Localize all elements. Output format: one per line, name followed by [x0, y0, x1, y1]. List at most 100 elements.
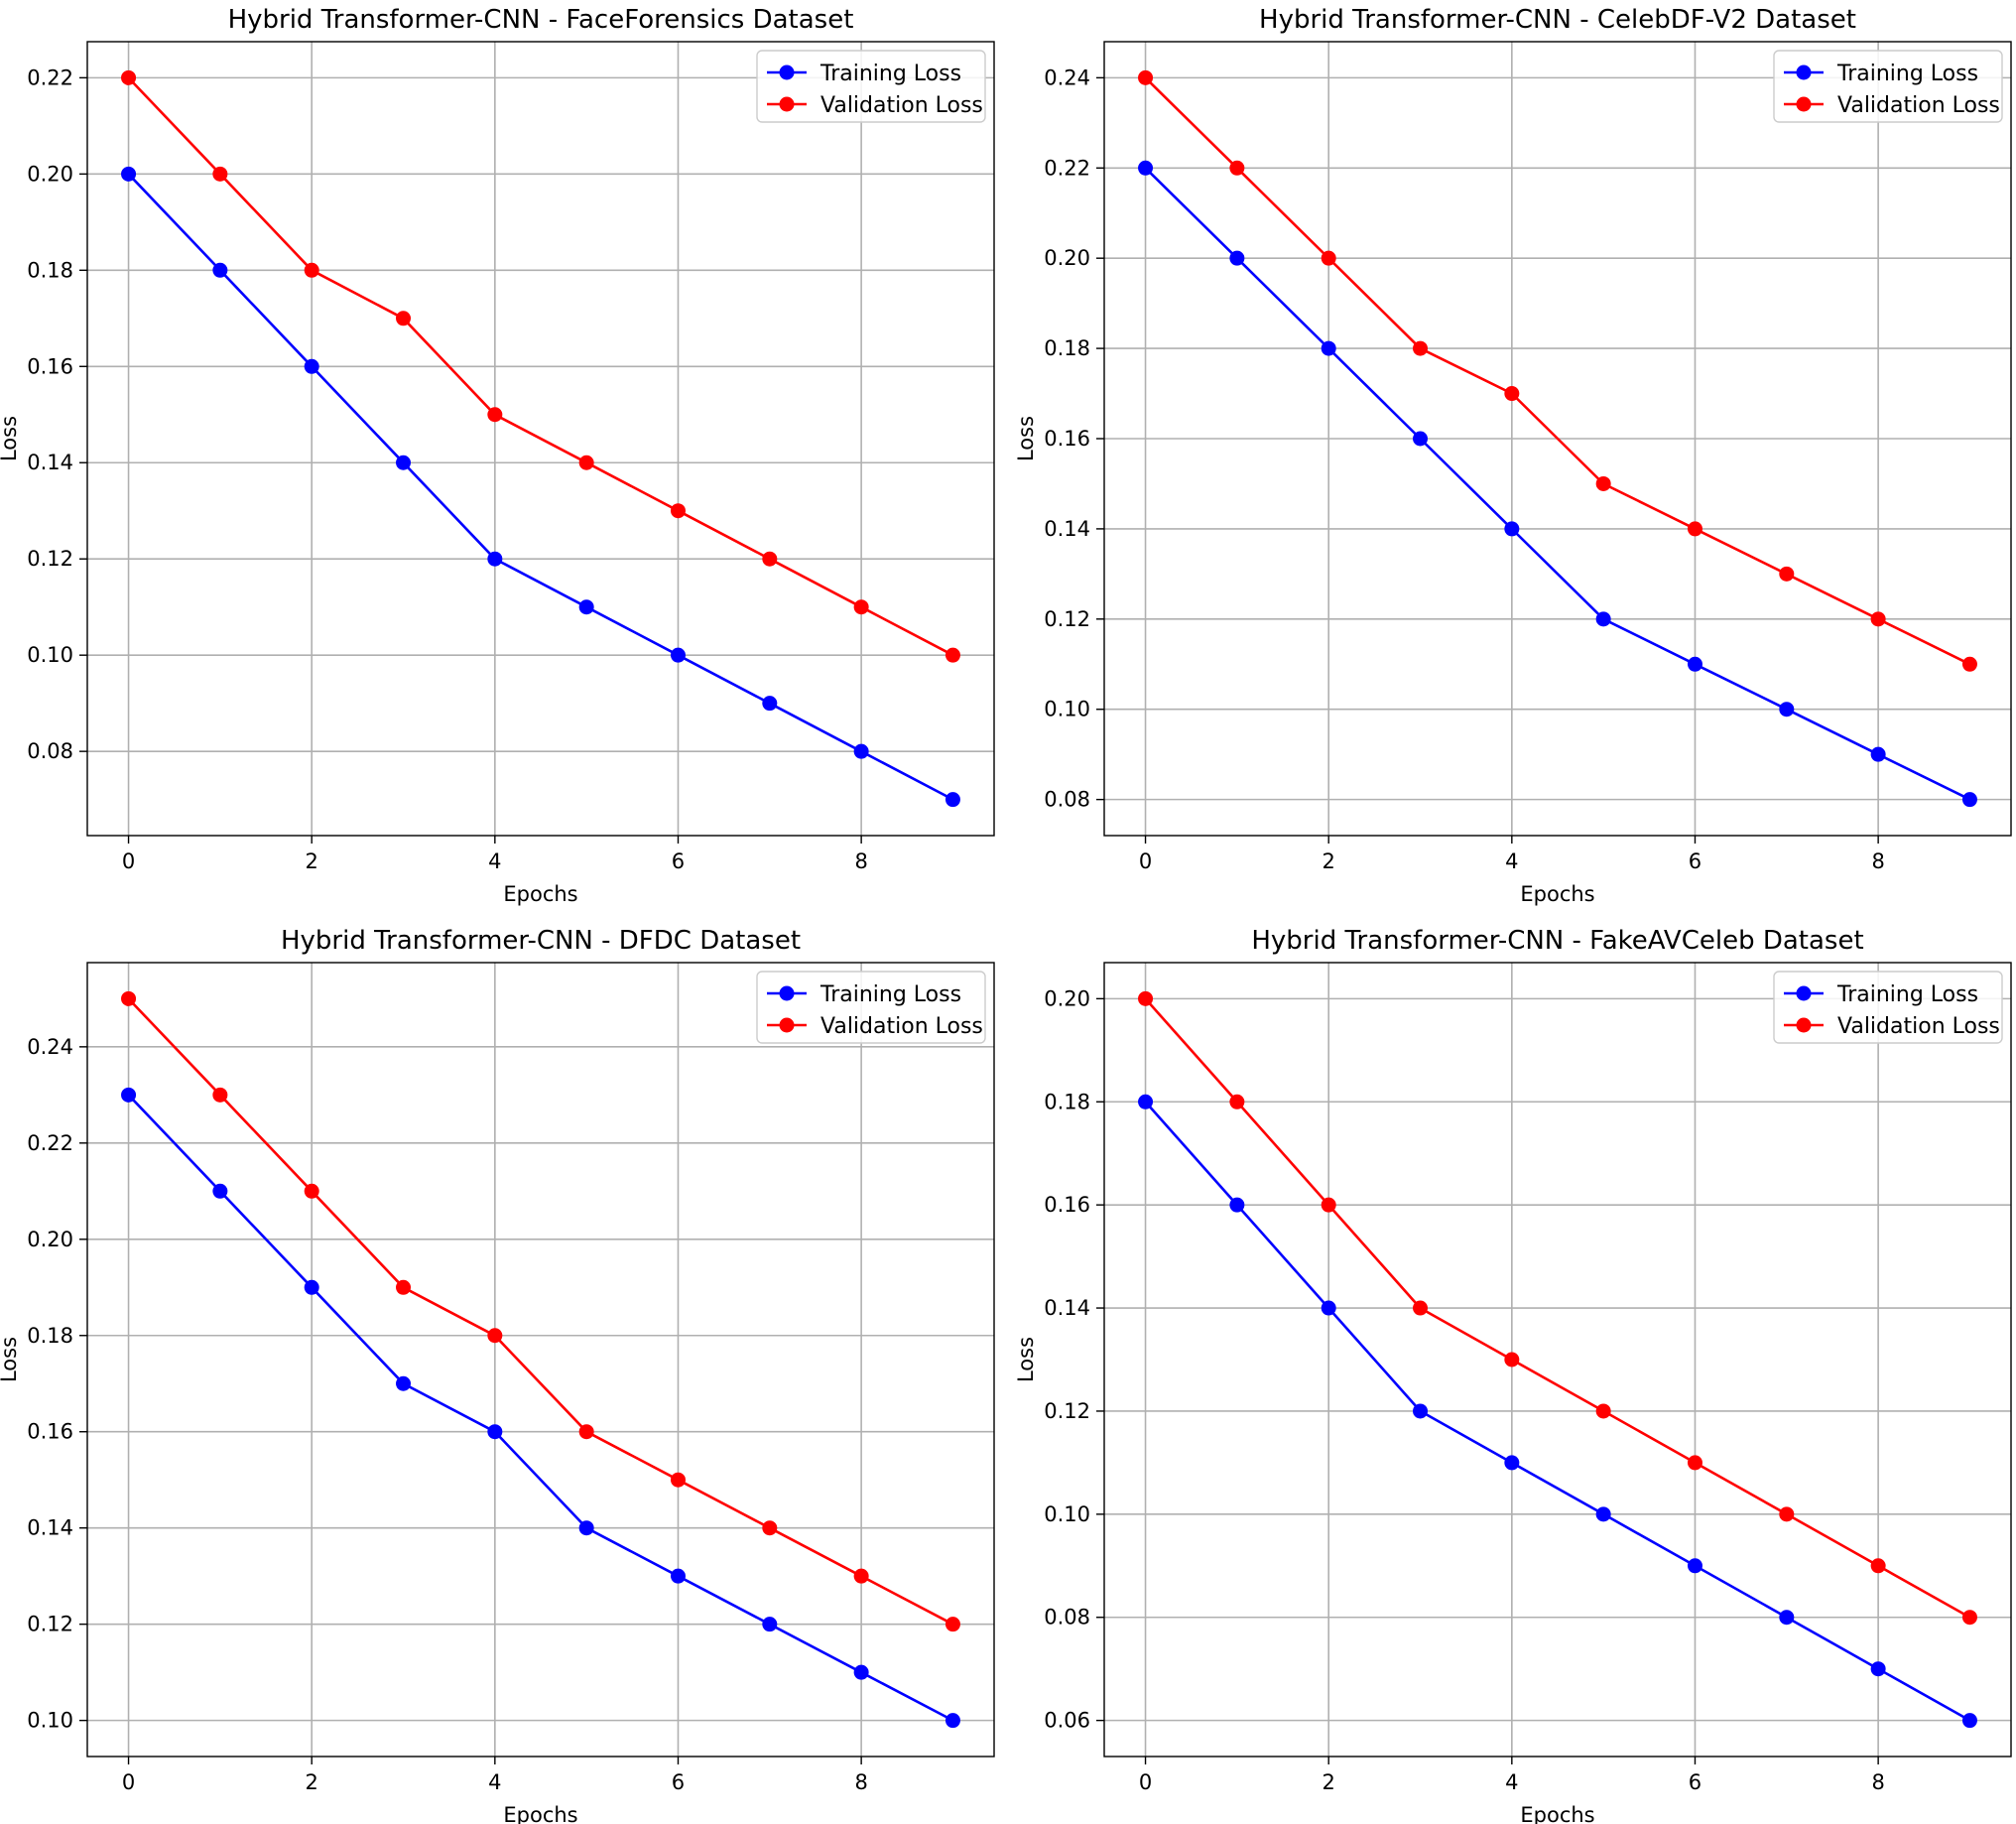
data-point — [121, 69, 137, 85]
x-axis-label: Epochs — [503, 882, 577, 906]
x-tick-label: 0 — [122, 1770, 135, 1794]
y-axis-label: Loss — [1014, 416, 1038, 461]
series-line — [1144, 997, 1971, 1619]
y-tick-label: 0.16 — [27, 1420, 73, 1444]
data-point — [762, 551, 778, 567]
y-tick-label: 0.20 — [1044, 986, 1090, 1010]
data-point — [1138, 990, 1154, 1006]
data-point — [487, 1328, 503, 1344]
x-tick-label: 8 — [854, 1770, 867, 1794]
data-point — [670, 1568, 686, 1584]
chart-title: Hybrid Transformer-CNN - DFDC Dataset — [281, 926, 801, 956]
data-point — [1138, 69, 1154, 85]
data-point — [121, 1087, 137, 1103]
data-point — [1229, 1094, 1245, 1109]
y-tick-label: 0.14 — [27, 451, 73, 474]
data-point — [121, 166, 137, 182]
data-point — [1504, 1352, 1520, 1368]
ticks: 0 2 4 6 8 0.06 0.08 0.10 0.12 0.14 0.16 0.18 0.20 — [1044, 986, 1885, 1794]
data-point — [396, 455, 412, 470]
data-point — [945, 1617, 960, 1632]
data-point — [1138, 1094, 1154, 1109]
y-axis-label: Loss — [0, 1337, 21, 1382]
data-point — [1229, 250, 1245, 266]
y-tick-label: 0.08 — [1044, 1606, 1090, 1629]
series-line — [127, 76, 954, 657]
legend-label-training: Training Loss — [1836, 982, 1978, 1007]
data-point — [1321, 340, 1336, 356]
data-point — [487, 407, 503, 423]
y-tick-label: 0.14 — [1044, 517, 1090, 541]
y-tick-label: 0.22 — [27, 1131, 73, 1155]
data-point — [1687, 1455, 1702, 1471]
legend-marker — [779, 985, 795, 1001]
grid — [87, 42, 994, 836]
data-point — [762, 696, 778, 712]
plot-frame — [1103, 962, 2012, 1758]
legend-label-training: Training Loss — [819, 982, 961, 1007]
data-point — [670, 647, 686, 663]
y-tick-label: 0.24 — [1044, 65, 1090, 89]
x-tick-label: 8 — [1871, 1770, 1884, 1794]
data-point — [396, 1375, 412, 1391]
y-tick-label: 0.22 — [1044, 156, 1090, 180]
data-point — [212, 166, 228, 182]
series-training-loss — [121, 166, 960, 808]
data-point — [1870, 1661, 1886, 1677]
plot-area — [1104, 963, 2011, 1757]
data-point — [1687, 521, 1702, 537]
data-point — [762, 1617, 778, 1632]
ticks: 0 2 4 6 8 0.10 0.12 0.14 0.16 0.18 0.20 0.22 0.24 — [27, 1035, 868, 1794]
y-tick-label: 0.08 — [1044, 788, 1090, 812]
legend-marker — [1796, 65, 1812, 80]
data-point — [1413, 1300, 1429, 1316]
series-line — [1144, 1101, 1971, 1722]
x-tick-label: 2 — [1323, 849, 1335, 873]
y-tick-label: 0.16 — [1044, 1193, 1090, 1217]
data-point — [1138, 160, 1154, 176]
data-point — [945, 792, 960, 808]
data-point — [487, 1424, 503, 1440]
ticks: 0 2 4 6 8 0.08 0.10 0.12 0.14 0.16 0.18 0.20 0.22 — [27, 65, 868, 873]
data-point — [1321, 1300, 1336, 1316]
data-point — [1870, 746, 1886, 762]
y-tick-label: 0.22 — [27, 65, 73, 89]
panel-faceforensics: 0 2 4 6 8 0.08 0.10 0.12 0.14 0.16 0.18 0.20 0.22 Hy… — [0, 5, 995, 906]
x-tick-label: 0 — [122, 849, 135, 873]
x-tick-label: 0 — [1139, 1770, 1152, 1794]
legend-label-training: Training Loss — [1836, 62, 1978, 86]
series-line — [127, 997, 954, 1626]
data-point — [578, 455, 594, 470]
legend-box — [1773, 971, 2003, 1044]
y-tick-label: 0.10 — [27, 643, 73, 667]
series-validation-loss — [121, 990, 960, 1632]
series-validation-loss — [1138, 990, 1977, 1626]
grid — [1104, 963, 2011, 1757]
y-tick-label: 0.14 — [27, 1516, 73, 1540]
legend-box — [1773, 50, 2003, 123]
data-point — [304, 1183, 319, 1199]
series-line — [127, 173, 954, 801]
x-tick-label: 6 — [1689, 849, 1701, 873]
x-tick-label: 2 — [306, 849, 318, 873]
data-point — [1870, 1558, 1886, 1574]
data-point — [212, 1183, 228, 1199]
legend-label-validation: Validation Loss — [1837, 1014, 2000, 1039]
data-point — [1595, 1506, 1611, 1522]
data-point — [578, 1520, 594, 1536]
x-tick-label: 4 — [1505, 1770, 1518, 1794]
data-point — [1595, 611, 1611, 627]
data-point — [1321, 1197, 1336, 1213]
y-tick-label: 0.18 — [1044, 1090, 1090, 1113]
legend: Training Loss Validation Loss — [1773, 50, 2003, 123]
data-point — [1413, 1403, 1429, 1419]
x-tick-label: 4 — [488, 1770, 501, 1794]
y-tick-label: 0.16 — [27, 354, 73, 378]
data-point — [1504, 521, 1520, 537]
data-point — [1779, 1610, 1795, 1626]
data-point — [1870, 611, 1886, 627]
legend: Training Loss Validation Loss — [756, 971, 986, 1044]
data-point — [304, 358, 319, 374]
y-tick-label: 0.12 — [27, 547, 73, 571]
chart-title: Hybrid Transformer-CNN - FakeAVCeleb Dat… — [1251, 926, 1863, 956]
